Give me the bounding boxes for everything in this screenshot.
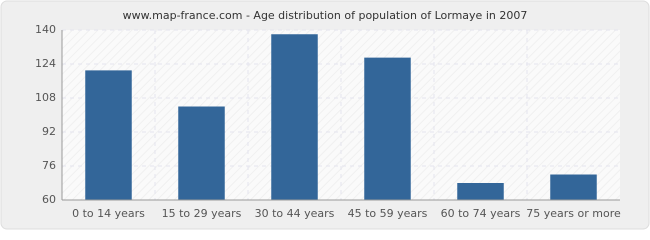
bar (85, 70, 132, 200)
plot-area (62, 30, 620, 200)
y-tick-label: 92 (42, 125, 56, 138)
x-tick-label: 15 to 29 years (162, 207, 242, 220)
x-tick-label: 30 to 44 years (255, 207, 335, 220)
x-tick-label: 45 to 59 years (348, 207, 428, 220)
y-tick-label: 76 (42, 159, 56, 172)
bar (178, 106, 225, 200)
x-tick-label: 60 to 74 years (441, 207, 521, 220)
x-tick-label: 75 years or more (526, 207, 621, 220)
bar (364, 57, 411, 200)
bar (271, 34, 318, 200)
x-tick-label: 0 to 14 years (72, 207, 145, 220)
bar (550, 174, 597, 200)
y-tick-label: 140 (35, 23, 56, 36)
y-tick-label: 108 (35, 91, 56, 104)
y-tick-label: 60 (42, 193, 56, 206)
chart: www.map-france.com - Age distribution of… (0, 0, 650, 230)
y-tick-label: 124 (35, 57, 56, 70)
chart-title: www.map-france.com - Age distribution of… (123, 9, 528, 22)
bar (457, 183, 504, 200)
